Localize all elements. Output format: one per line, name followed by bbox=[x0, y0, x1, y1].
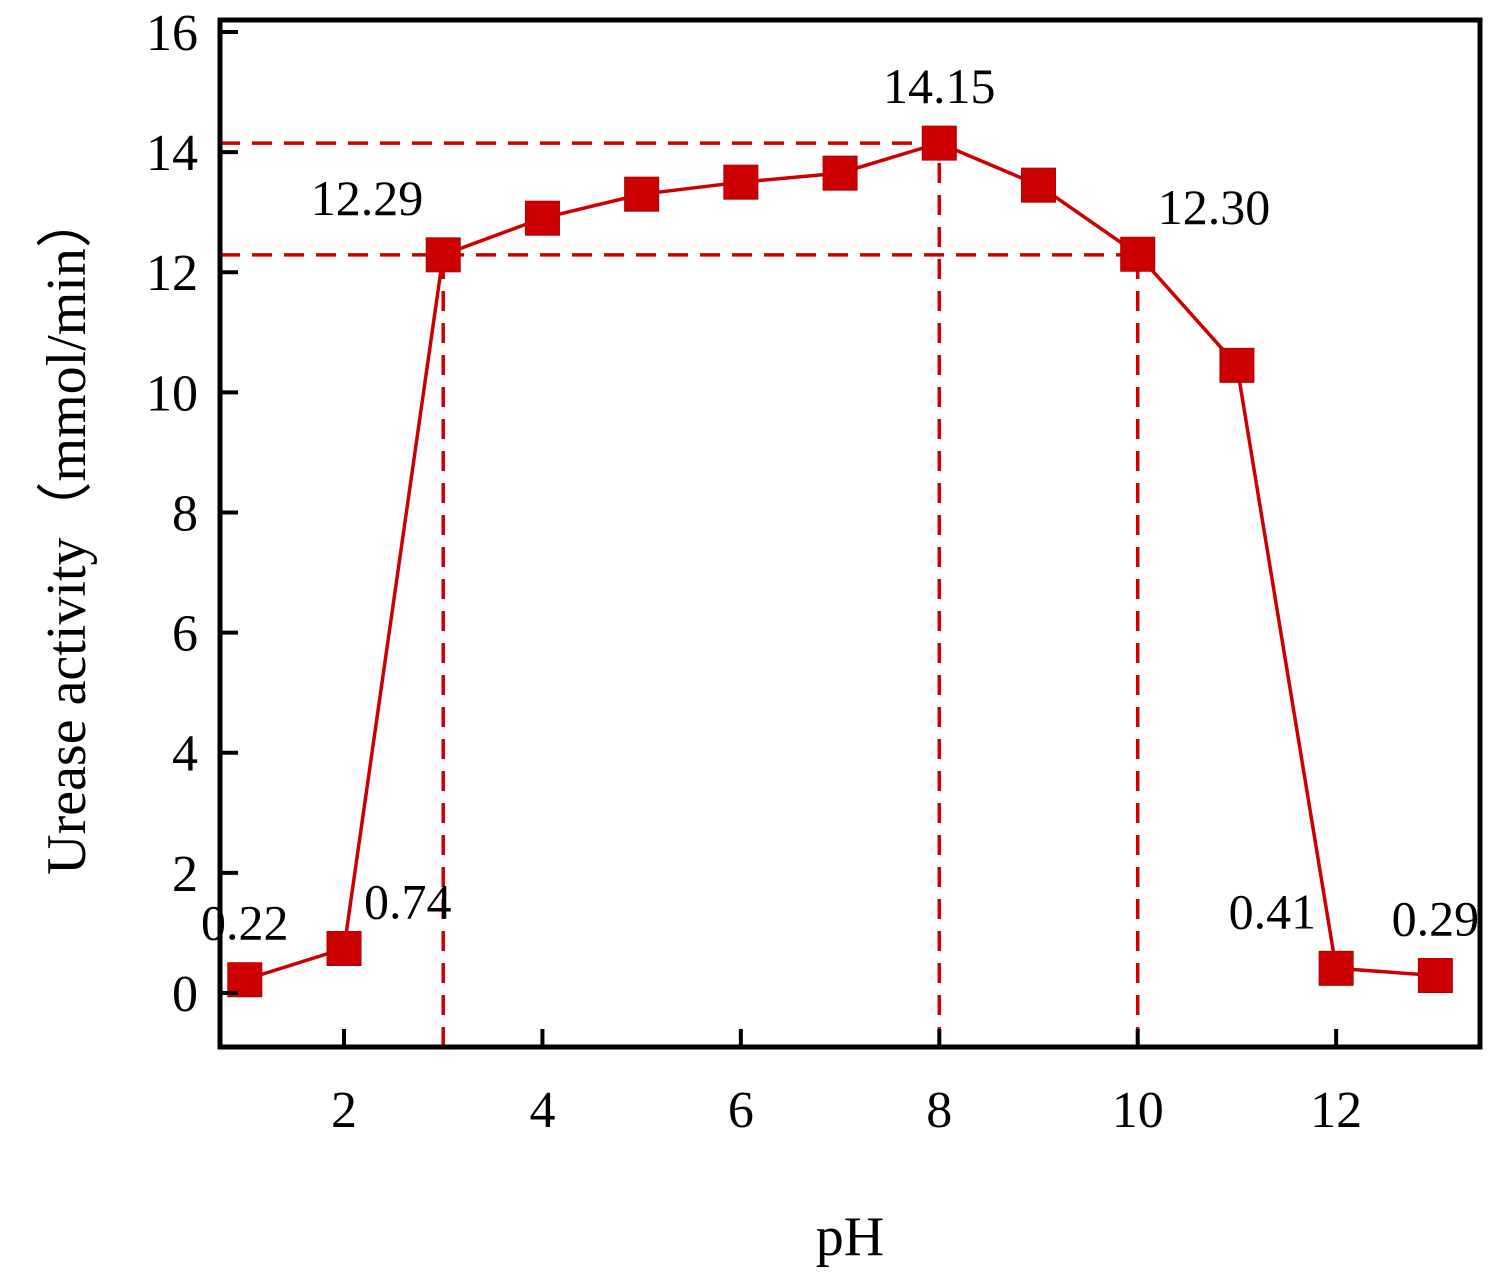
data-point bbox=[723, 164, 759, 200]
x-tick-label: 10 bbox=[1112, 1082, 1164, 1139]
data-point bbox=[624, 176, 660, 212]
data-label: 0.41 bbox=[1229, 883, 1317, 939]
data-label: 0.22 bbox=[201, 895, 289, 951]
reference-lines bbox=[220, 141, 1140, 1047]
data-point bbox=[1120, 236, 1156, 272]
x-tick-label: 12 bbox=[1310, 1082, 1362, 1139]
x-axis: 2 4 6 8 10 12 bbox=[331, 1029, 1362, 1139]
y-tick-label: 6 bbox=[172, 606, 198, 663]
data-point bbox=[1021, 167, 1057, 203]
data-point bbox=[1417, 958, 1453, 994]
data-label: 0.74 bbox=[364, 874, 452, 930]
x-tick-label: 4 bbox=[529, 1082, 555, 1139]
y-axis-title: Urease activity（mmol/min） bbox=[36, 192, 98, 875]
data-series bbox=[227, 125, 1453, 998]
y-tick-label: 10 bbox=[146, 365, 198, 422]
data-point bbox=[921, 125, 957, 161]
y-tick-label: 14 bbox=[146, 125, 198, 182]
data-point bbox=[822, 155, 858, 191]
x-tick-label: 6 bbox=[728, 1082, 754, 1139]
x-tick-label: 8 bbox=[926, 1082, 952, 1139]
data-label: 12.29 bbox=[311, 170, 424, 226]
data-labels: 0.22 0.74 12.29 14.15 12.30 0.41 0.29 bbox=[201, 58, 1479, 951]
x-axis-title: pH bbox=[816, 1206, 884, 1268]
data-label: 14.15 bbox=[883, 58, 996, 114]
plot-frame bbox=[217, 17, 1483, 1050]
data-point bbox=[524, 200, 560, 236]
y-tick-label: 16 bbox=[146, 5, 198, 62]
series-line bbox=[244, 141, 1436, 982]
y-tick-label: 8 bbox=[172, 485, 198, 542]
y-tick-label: 4 bbox=[172, 726, 198, 783]
data-label: 12.30 bbox=[1158, 179, 1271, 235]
x-tick-label: 2 bbox=[331, 1082, 357, 1139]
y-axis: 0 2 4 6 8 10 12 14 16 bbox=[146, 5, 238, 1023]
y-tick-label: 0 bbox=[172, 966, 198, 1023]
data-point bbox=[326, 931, 362, 967]
data-label: 0.29 bbox=[1392, 891, 1480, 947]
data-point bbox=[1318, 950, 1354, 986]
y-tick-label: 12 bbox=[146, 245, 198, 302]
data-point bbox=[1219, 347, 1255, 383]
data-point bbox=[425, 237, 461, 273]
y-tick-label: 2 bbox=[172, 846, 198, 903]
